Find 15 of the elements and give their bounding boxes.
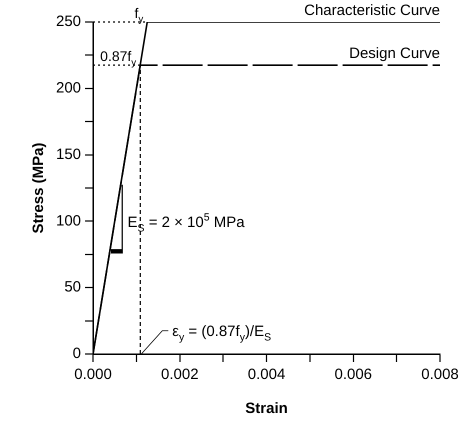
x-axis-title: Strain [245,400,288,418]
y-tick-label: 100 [56,212,82,230]
x-tick-label: 0.000 [74,366,112,384]
series-label: Design Curve [349,45,440,62]
x-tick-label: 0.002 [160,366,199,384]
series-label: Characteristic Curve [304,2,440,19]
x-tick-label: 0.008 [421,366,459,384]
y-tick-label: 250 [56,13,82,30]
y-axis-title: Stress (MPa) [30,142,48,234]
y-tick-label: 0 [72,345,82,362]
y-tick-label: 150 [56,146,82,163]
y-tick-label: 50 [64,278,82,296]
y-tick-label: 200 [56,80,82,97]
x-tick-label: 0.004 [248,366,286,384]
x-tick-label: 0.006 [334,366,372,384]
